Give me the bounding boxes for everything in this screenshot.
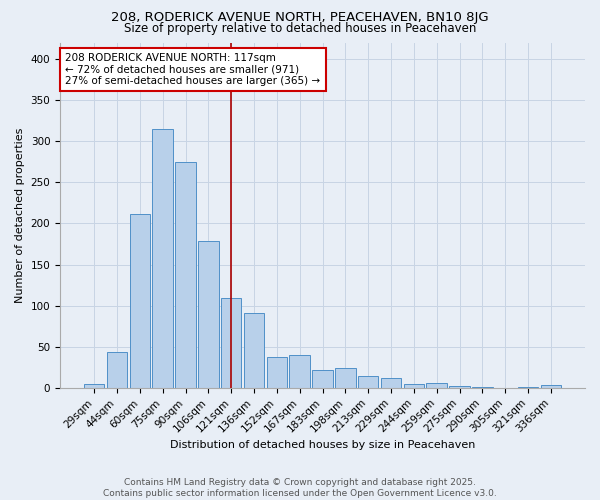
Y-axis label: Number of detached properties: Number of detached properties xyxy=(15,128,25,303)
Bar xyxy=(472,387,493,388)
Text: 208 RODERICK AVENUE NORTH: 117sqm
← 72% of detached houses are smaller (971)
27%: 208 RODERICK AVENUE NORTH: 117sqm ← 72% … xyxy=(65,53,320,86)
Bar xyxy=(107,352,127,388)
Bar xyxy=(449,386,470,388)
Text: Size of property relative to detached houses in Peacehaven: Size of property relative to detached ho… xyxy=(124,22,476,35)
X-axis label: Distribution of detached houses by size in Peacehaven: Distribution of detached houses by size … xyxy=(170,440,475,450)
Bar xyxy=(358,376,379,388)
Bar xyxy=(427,383,447,388)
Bar xyxy=(312,370,333,388)
Bar xyxy=(221,298,241,388)
Bar xyxy=(335,368,356,388)
Bar xyxy=(381,378,401,388)
Bar xyxy=(84,384,104,388)
Bar xyxy=(244,313,264,388)
Bar xyxy=(404,384,424,388)
Bar xyxy=(518,387,538,388)
Bar xyxy=(130,214,150,388)
Bar xyxy=(289,355,310,388)
Text: Contains HM Land Registry data © Crown copyright and database right 2025.
Contai: Contains HM Land Registry data © Crown c… xyxy=(103,478,497,498)
Bar xyxy=(198,240,218,388)
Bar xyxy=(175,162,196,388)
Bar xyxy=(152,129,173,388)
Bar xyxy=(541,386,561,388)
Text: 208, RODERICK AVENUE NORTH, PEACEHAVEN, BN10 8JG: 208, RODERICK AVENUE NORTH, PEACEHAVEN, … xyxy=(111,11,489,24)
Bar xyxy=(266,358,287,388)
